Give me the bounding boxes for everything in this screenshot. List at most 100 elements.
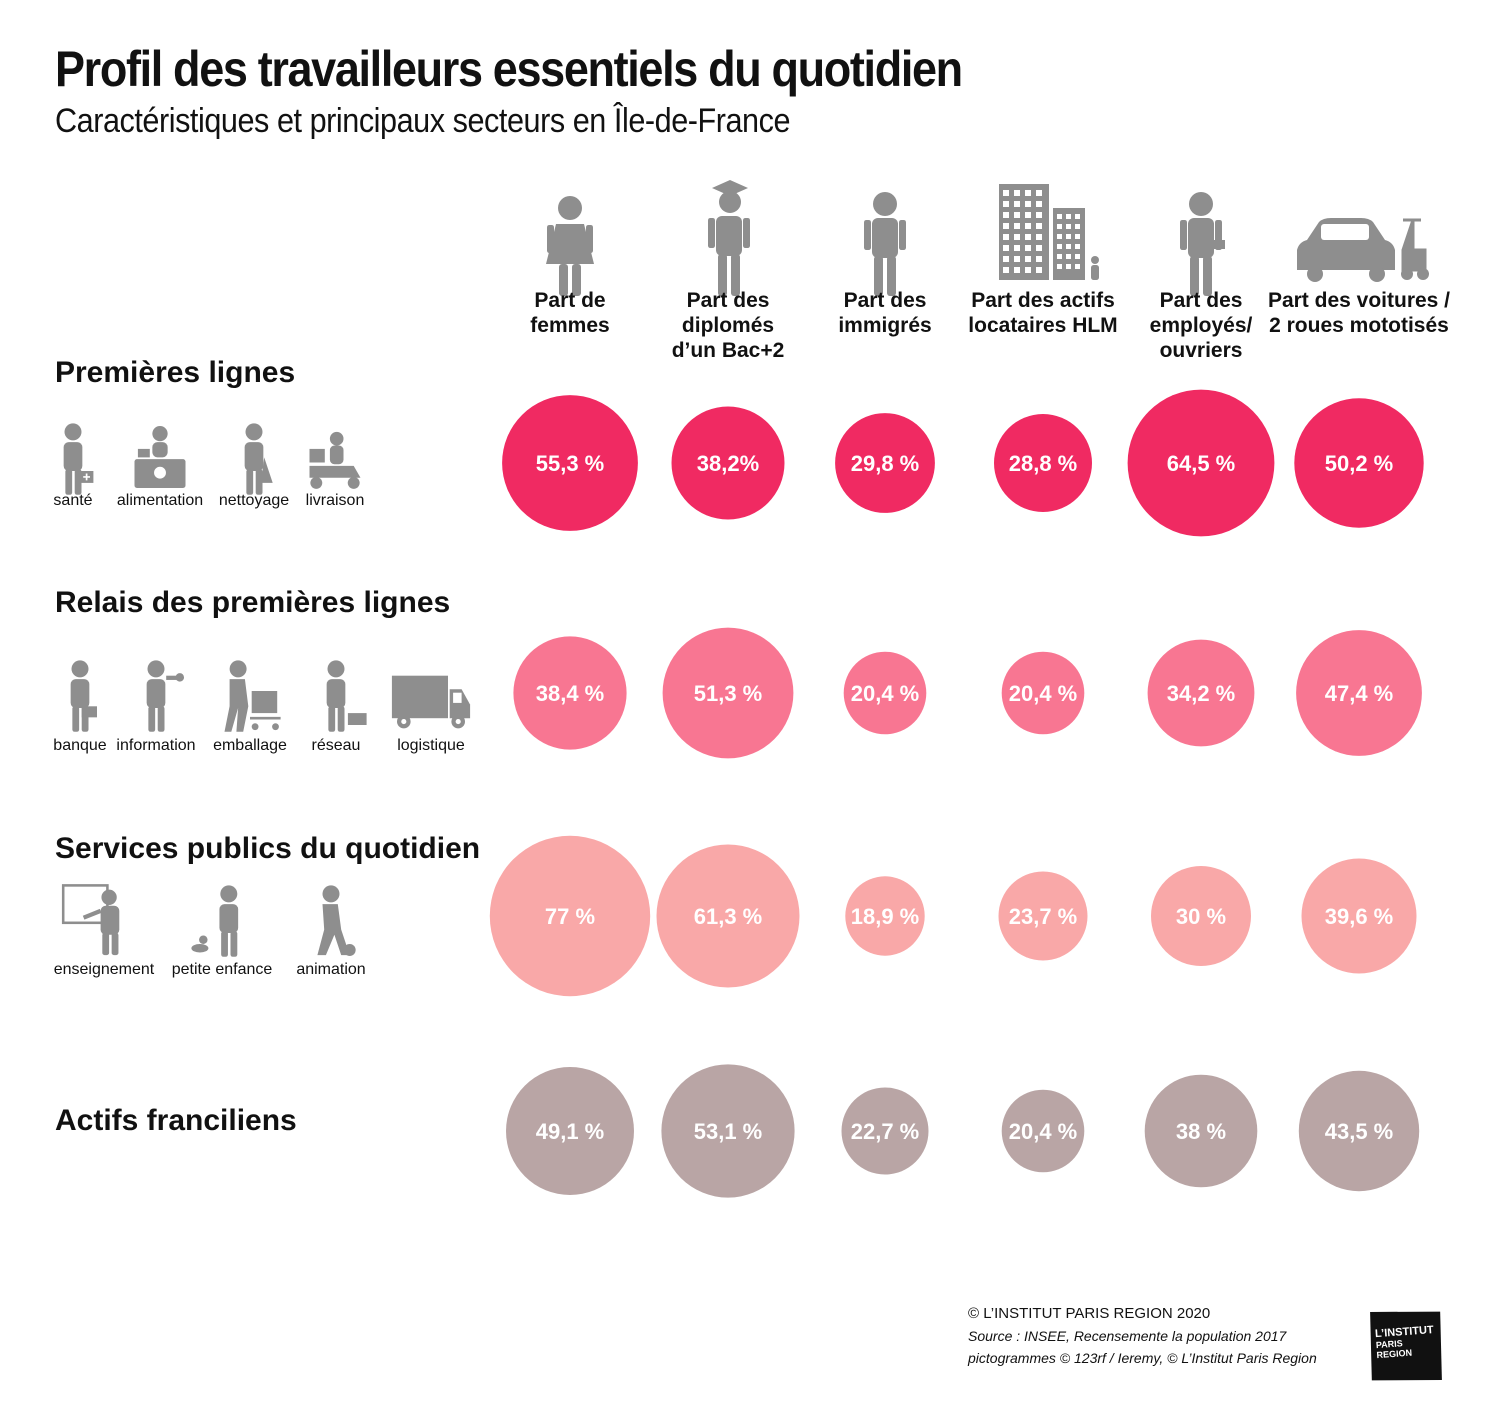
- bubble-2-0: [489, 835, 651, 997]
- bubble-label-2-4: 30 %: [1176, 904, 1226, 929]
- sector-label: information: [116, 737, 195, 754]
- bubble-1-1: [662, 627, 794, 759]
- column-icon-man-icon: [864, 192, 906, 296]
- bubble-2-4: [1151, 866, 1251, 966]
- sector-cashier-icon: [134, 425, 186, 488]
- sector-doctor-icon: [63, 423, 94, 495]
- bubble-label-2-1: 61,3 %: [694, 904, 763, 929]
- bubble-1-5: [1296, 630, 1422, 756]
- row-label-3: Actifs franciliens: [55, 1104, 297, 1137]
- column-label-2-line-0: Part des: [844, 289, 927, 312]
- sector-technician-icon: [326, 660, 367, 732]
- bubble-0-5: [1294, 398, 1424, 528]
- bubble-2-2: [845, 876, 925, 956]
- sector-label: santé: [53, 492, 92, 509]
- bubble-2-1: [656, 844, 800, 988]
- copyright: © L’INSTITUT PARIS REGION 2020: [968, 1305, 1211, 1322]
- bubble-3-5: [1298, 1070, 1420, 1192]
- sector-banker-icon: [70, 660, 97, 732]
- bubble-label-3-4: 38 %: [1176, 1119, 1226, 1144]
- pictograms-credit: pictogrammes © 123rf / Ieremy, © L’Insti…: [968, 1350, 1317, 1366]
- bubble-label-3-5: 43,5 %: [1325, 1119, 1394, 1144]
- column-label-5-line-0: Part des voitures /: [1268, 289, 1450, 312]
- sector-delivery-scooter-icon: [309, 431, 361, 489]
- bubble-0-3: [994, 414, 1092, 512]
- sector-label: emballage: [213, 737, 287, 754]
- footer: © L’INSTITUT PARIS REGION 2020 Source : …: [968, 1303, 1368, 1369]
- sector-label: livraison: [306, 492, 365, 509]
- bubble-label-0-0: 55,3 %: [536, 451, 605, 476]
- source-note: Source : INSEE, Recensemente la populati…: [968, 1328, 1287, 1344]
- sector-label: petite enfance: [172, 961, 273, 978]
- column-icon-worker-icon: [1180, 192, 1225, 296]
- bubble-1-4: [1147, 639, 1255, 747]
- bubble-label-0-3: 28,8 %: [1009, 451, 1078, 476]
- bubble-label-3-2: 22,7 %: [851, 1119, 920, 1144]
- sector-childcare-icon: [191, 885, 239, 957]
- sector-cleaner-icon: [244, 423, 273, 495]
- bubble-label-0-4: 64,5 %: [1167, 451, 1236, 476]
- column-icon-woman-icon: [546, 196, 594, 296]
- sector-teacher-icon: [61, 884, 120, 956]
- bubble-label-2-0: 77 %: [545, 904, 595, 929]
- sector-packer-icon: [224, 660, 281, 732]
- column-label-4-line-0: Part des: [1160, 289, 1243, 312]
- bubble-label-1-0: 38,4 %: [536, 681, 605, 706]
- bubble-label-2-2: 18,9 %: [851, 904, 920, 929]
- column-label-4-line-2: ouvriers: [1160, 339, 1243, 362]
- bubble-1-3: [1001, 651, 1085, 735]
- page-subtitle: Caractéristiques et principaux secteurs …: [55, 102, 791, 140]
- bubble-1-0: [513, 636, 627, 750]
- bubble-3-1: [661, 1064, 795, 1198]
- sector-animator-icon: [317, 885, 356, 956]
- bubble-2-5: [1301, 858, 1417, 974]
- bubble-0-4: [1127, 389, 1275, 537]
- column-icon-buildings-icon: [999, 184, 1099, 280]
- bubble-0-1: [671, 406, 785, 520]
- bubble-label-2-5: 39,6 %: [1325, 904, 1394, 929]
- sector-truck-icon: [391, 675, 471, 729]
- bubble-label-3-0: 49,1 %: [536, 1119, 605, 1144]
- column-label-0-line-1: femmes: [530, 314, 609, 337]
- column-label-3-line-0: Part des actifs: [971, 289, 1115, 312]
- bubble-label-0-1: 38,2%: [697, 451, 759, 476]
- bubble-2-3: [998, 871, 1088, 961]
- column-label-3-line-1: locataires HLM: [968, 314, 1117, 337]
- sector-label: enseignement: [54, 961, 155, 978]
- bubble-label-1-1: 51,3 %: [694, 681, 763, 706]
- row-label-2: Services publics du quotidien: [55, 832, 480, 865]
- bubble-label-2-3: 23,7 %: [1009, 904, 1078, 929]
- bubble-label-1-5: 47,4 %: [1325, 681, 1394, 706]
- sector-label: logistique: [397, 737, 465, 754]
- column-label-1-line-2: d’un Bac+2: [672, 339, 785, 362]
- bubble-0-2: [835, 413, 935, 513]
- sector-label: animation: [296, 961, 365, 978]
- bubble-label-0-5: 50,2 %: [1325, 451, 1394, 476]
- sector-label: réseau: [312, 737, 361, 754]
- bubble-3-3: [1001, 1089, 1085, 1173]
- row-label-0: Premières lignes: [55, 356, 295, 389]
- bubble-3-4: [1144, 1074, 1258, 1188]
- bubble-0-0: [502, 395, 638, 531]
- column-label-1-line-0: Part des: [687, 289, 770, 312]
- column-label-4-line-1: employés/: [1150, 314, 1253, 337]
- column-label-5-line-1: 2 roues mototisés: [1269, 314, 1449, 337]
- bubble-label-1-2: 20,4 %: [851, 681, 920, 706]
- column-icon-car-scooter-icon: [1297, 218, 1429, 282]
- column-icon-graduate-icon: [708, 180, 750, 296]
- bubble-1-2: [843, 651, 927, 735]
- page-title: Profil des travailleurs essentiels du qu…: [55, 41, 963, 97]
- bubble-label-0-2: 29,8 %: [851, 451, 920, 476]
- sector-label: nettoyage: [219, 492, 289, 509]
- column-label-1-line-1: diplomés: [682, 314, 774, 337]
- bubble-label-1-4: 34,2 %: [1167, 681, 1236, 706]
- sector-label: banque: [53, 737, 106, 754]
- bubble-label-3-1: 53,1 %: [694, 1119, 763, 1144]
- sector-journalist-icon: [146, 660, 185, 732]
- column-label-0-line-0: Part de: [534, 289, 605, 312]
- bubble-3-0: [506, 1067, 634, 1195]
- bubble-label-1-3: 20,4 %: [1009, 681, 1078, 706]
- institut-logo: L’INSTITUT PARIS REGION: [1365, 1305, 1446, 1386]
- bubble-3-2: [841, 1087, 929, 1175]
